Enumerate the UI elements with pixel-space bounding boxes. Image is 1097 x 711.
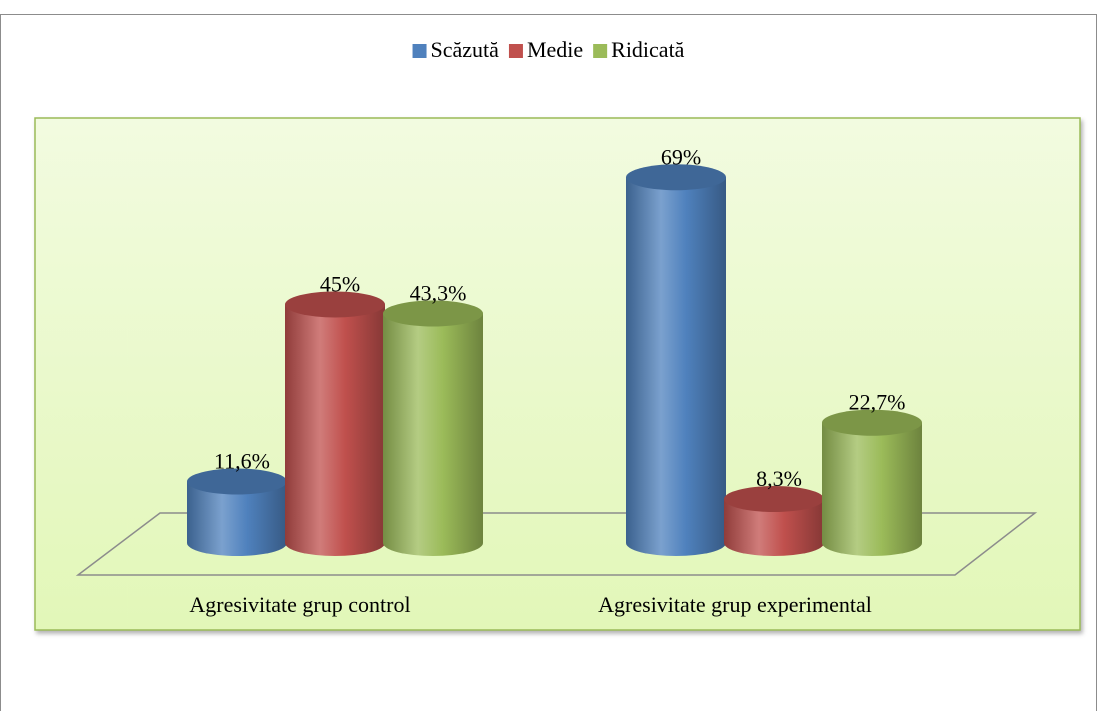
legend-swatch bbox=[508, 44, 523, 58]
floor bbox=[75, 512, 1038, 576]
legend-label: Scăzută bbox=[431, 37, 500, 62]
bar bbox=[187, 481, 287, 556]
bar bbox=[626, 177, 726, 557]
bar bbox=[724, 499, 824, 556]
legend-label: Medie bbox=[527, 37, 583, 62]
x-tick-label: Agresivitate grup control bbox=[189, 592, 410, 617]
data-label: 43,3% bbox=[410, 281, 467, 306]
plot-area bbox=[34, 117, 1081, 631]
bar-top bbox=[285, 291, 385, 318]
bar-top bbox=[724, 486, 824, 513]
bar bbox=[822, 422, 922, 556]
bar bbox=[285, 304, 385, 556]
data-label: 11,6% bbox=[214, 449, 270, 474]
legend-swatch bbox=[412, 44, 427, 58]
data-label: 22,7% bbox=[849, 390, 906, 415]
data-label: 69% bbox=[661, 144, 701, 169]
data-label: 8,3% bbox=[756, 466, 802, 491]
bar-top bbox=[822, 409, 922, 436]
bar-top bbox=[626, 164, 726, 191]
bar bbox=[383, 313, 483, 556]
bar-top bbox=[187, 468, 287, 495]
legend-label: Ridicată bbox=[611, 37, 685, 62]
legend-swatch bbox=[593, 44, 608, 58]
bar-top bbox=[383, 300, 483, 327]
data-label: 45% bbox=[320, 272, 360, 297]
x-tick-label: Agresivitate grup experimental bbox=[598, 592, 872, 617]
